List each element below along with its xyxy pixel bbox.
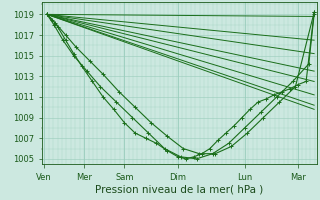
X-axis label: Pression niveau de la mer( hPa ): Pression niveau de la mer( hPa )	[95, 185, 263, 195]
